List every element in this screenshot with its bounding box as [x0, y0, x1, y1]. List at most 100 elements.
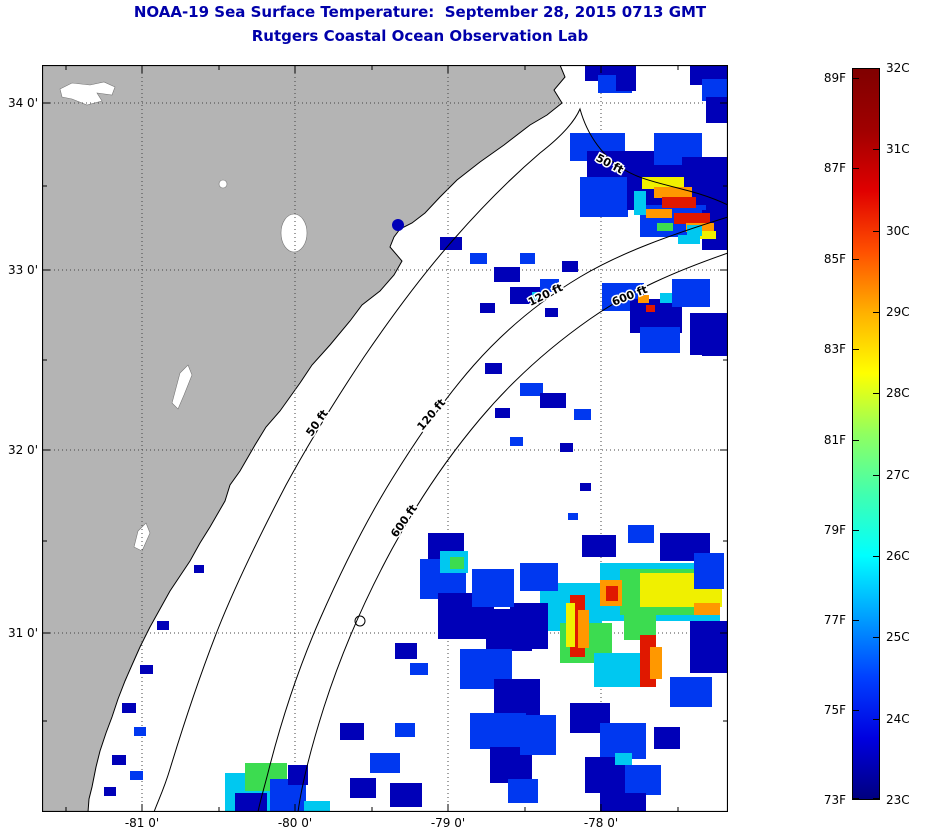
- colorbar-fahrenheit-label: 81F: [823, 433, 846, 447]
- contour-label: 600 ft: [388, 502, 420, 540]
- sst-patch: [130, 771, 143, 780]
- sst-patch: [654, 187, 692, 198]
- sst-patch: [470, 253, 487, 264]
- colorbar-fahrenheit-label: 83F: [823, 342, 846, 356]
- sst-patch: [650, 647, 662, 679]
- contour-eddy: [354, 615, 366, 627]
- colorbar-celsius-label: 23C: [886, 793, 910, 807]
- colorbar-tick: [873, 798, 879, 799]
- sst-patch: [410, 663, 428, 675]
- sst-patch: [370, 753, 400, 773]
- sst-patch: [288, 765, 308, 785]
- sst-patch: [640, 327, 680, 353]
- y-tick-label: 32 0': [7, 443, 38, 457]
- sst-patch: [304, 801, 330, 812]
- sst-patch: [678, 235, 700, 244]
- sst-patch: [638, 295, 649, 303]
- colorbar-tick: [873, 312, 879, 313]
- sst-patch: [350, 778, 376, 798]
- sst-patch: [674, 213, 710, 224]
- y-tick-label: 34 0': [7, 96, 38, 110]
- sst-patch: [580, 483, 591, 491]
- sst-patch: [540, 279, 559, 292]
- colorbar: [852, 68, 880, 800]
- colorbar-tick: [853, 798, 859, 799]
- colorbar-tick: [853, 259, 859, 260]
- sst-patch: [646, 209, 672, 218]
- colorbar-celsius-label: 32C: [886, 61, 910, 75]
- lake: [59, 81, 116, 106]
- colorbar-celsius-label: 30C: [886, 224, 910, 238]
- sst-patch: [578, 610, 589, 648]
- y-tick-label: 31 0': [7, 626, 38, 640]
- sst-patch: [510, 437, 523, 446]
- sst-patch: [395, 723, 415, 737]
- colorbar-fahrenheit-label: 77F: [823, 613, 846, 627]
- sst-patch: [628, 525, 654, 543]
- sst-patch: [657, 223, 673, 231]
- colorbar-tick: [873, 475, 879, 476]
- colorbar-tick: [873, 556, 879, 557]
- x-tick-label: -78 0': [583, 816, 619, 830]
- sst-patch: [568, 513, 578, 520]
- sst-patch: [392, 219, 404, 231]
- sst-patch: [670, 677, 712, 707]
- sst-patch: [520, 563, 558, 591]
- sst-patch: [662, 197, 696, 208]
- sst-patch: [600, 793, 646, 812]
- sst-patch: [520, 383, 543, 396]
- sst-patch: [625, 765, 661, 795]
- map-subtitle: Rutgers Coastal Ocean Observation Lab: [251, 27, 589, 45]
- sst-patch: [694, 603, 720, 615]
- sst-patch: [395, 643, 417, 659]
- colorbar-fahrenheit-label: 73F: [823, 793, 846, 807]
- sst-patch: [616, 65, 636, 91]
- sst-patch: [545, 308, 558, 317]
- x-tick-label: -81 0': [124, 816, 160, 830]
- sst-patch: [654, 727, 680, 749]
- sst-patch: [520, 715, 556, 755]
- sst-patch: [440, 237, 462, 250]
- sst-patch: [562, 261, 578, 272]
- sst-patch: [642, 177, 684, 189]
- colorbar-celsius-label: 28C: [886, 386, 910, 400]
- sst-patch: [594, 653, 644, 687]
- lake: [218, 179, 228, 189]
- sst-patch: [486, 609, 532, 651]
- sst-patch: [706, 97, 728, 123]
- sst-patch: [104, 787, 116, 796]
- colorbar-tick: [873, 393, 879, 394]
- contour-120ft: [257, 216, 728, 812]
- sst-patch: [646, 305, 655, 312]
- sst-patch: [112, 755, 126, 765]
- depth-contours: [153, 107, 728, 812]
- sst-patch: [122, 703, 136, 713]
- sst-patch: [157, 621, 169, 630]
- sst-patch: [615, 753, 632, 765]
- sst-patch: [687, 225, 702, 236]
- sst-patch: [566, 603, 575, 647]
- colorbar-celsius-label: 26C: [886, 549, 910, 563]
- sst-patch: [495, 408, 510, 418]
- colorbar-tick: [873, 149, 879, 150]
- colorbar-tick: [873, 231, 879, 232]
- colorbar-tick: [853, 78, 859, 79]
- plot-border: [42, 65, 728, 812]
- sst-patch: [694, 553, 724, 589]
- sst-patch: [560, 443, 573, 452]
- land-mass: [42, 65, 566, 812]
- colorbar-celsius-label: 25C: [886, 630, 910, 644]
- x-tick-label: -79 0': [430, 816, 466, 830]
- sst-patch: [574, 409, 591, 420]
- colorbar-tick: [853, 620, 859, 621]
- contour-600ft: [297, 252, 728, 812]
- lake: [280, 213, 308, 253]
- colorbar-tick: [873, 719, 879, 720]
- colorbar-tick: [853, 710, 859, 711]
- colorbar-celsius-label: 29C: [886, 305, 910, 319]
- sst-patch: [140, 665, 153, 674]
- sst-patch: [540, 393, 566, 408]
- contour-label: 120 ft: [414, 396, 448, 433]
